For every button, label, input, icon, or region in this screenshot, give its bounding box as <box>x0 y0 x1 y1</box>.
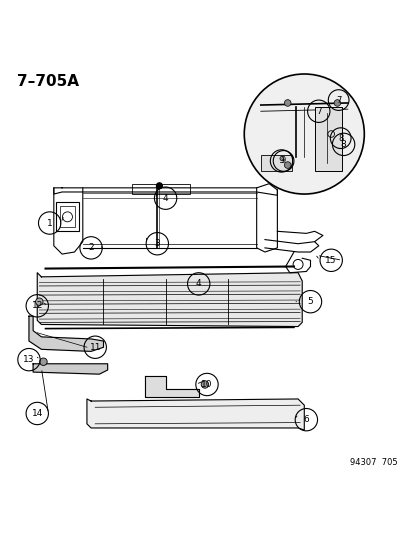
Text: 3: 3 <box>154 239 160 248</box>
Circle shape <box>244 74 363 194</box>
Text: 7: 7 <box>315 107 321 116</box>
Text: 6: 6 <box>303 415 309 424</box>
Text: 9: 9 <box>280 156 285 165</box>
Polygon shape <box>87 399 304 430</box>
Text: 2: 2 <box>88 244 94 252</box>
Circle shape <box>201 381 208 388</box>
Text: 4: 4 <box>195 279 201 288</box>
Text: 15: 15 <box>325 256 336 265</box>
Circle shape <box>284 100 290 106</box>
Text: 8: 8 <box>337 134 342 143</box>
Text: 1: 1 <box>47 219 52 228</box>
Polygon shape <box>37 273 301 327</box>
Polygon shape <box>33 364 107 374</box>
Circle shape <box>333 100 340 106</box>
Circle shape <box>40 358 47 366</box>
Text: 12: 12 <box>31 301 43 310</box>
Circle shape <box>156 183 162 189</box>
Text: 4: 4 <box>162 193 168 203</box>
Text: 7–705A: 7–705A <box>17 74 78 89</box>
Text: 14: 14 <box>31 409 43 418</box>
Text: 11: 11 <box>89 343 101 352</box>
Text: 7: 7 <box>335 95 340 104</box>
Text: 5: 5 <box>307 297 313 306</box>
Polygon shape <box>145 376 198 397</box>
FancyBboxPatch shape <box>260 155 291 171</box>
Polygon shape <box>29 316 103 351</box>
Text: 94307  705: 94307 705 <box>349 458 396 467</box>
Text: 8: 8 <box>340 140 346 149</box>
Circle shape <box>36 298 43 305</box>
Text: 13: 13 <box>23 355 35 364</box>
FancyBboxPatch shape <box>314 107 341 171</box>
Circle shape <box>284 161 290 168</box>
Text: 9: 9 <box>278 156 284 165</box>
Text: 10: 10 <box>201 380 212 389</box>
